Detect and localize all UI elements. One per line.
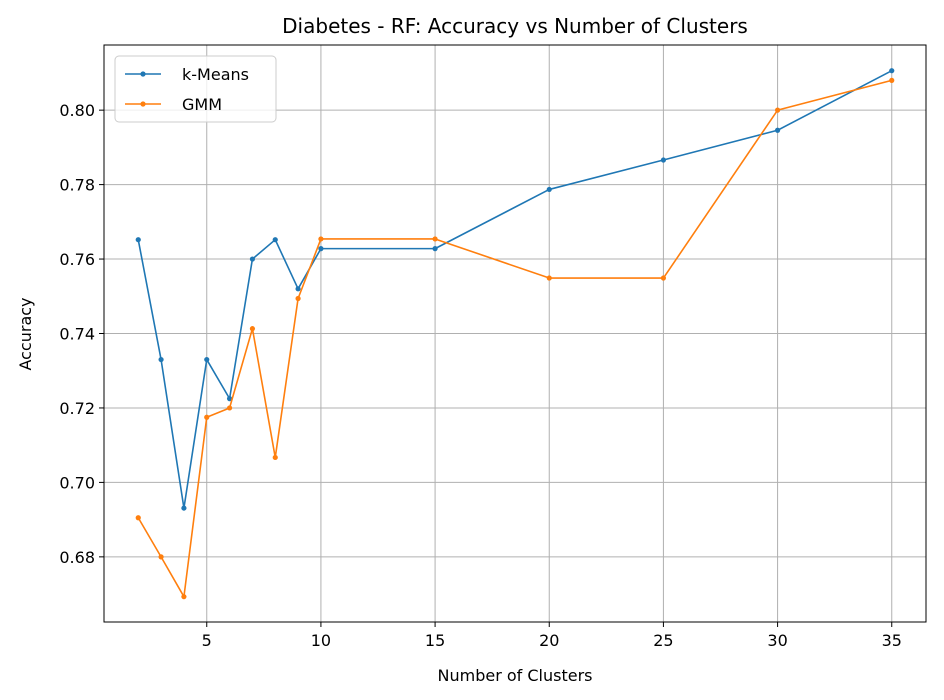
data-point-k-means bbox=[204, 356, 210, 363]
legend: k-Means GMM bbox=[114, 55, 277, 123]
grid-lines bbox=[104, 45, 926, 622]
legend-marker-k-means bbox=[140, 71, 146, 77]
data-point-k-means bbox=[135, 237, 141, 243]
data-point-k-means bbox=[318, 246, 324, 252]
y-tick-label: 0.72 bbox=[59, 399, 95, 418]
data-point-k-means bbox=[158, 356, 164, 363]
y-tick-label: 0.70 bbox=[59, 473, 95, 492]
data-point-k-means bbox=[774, 127, 781, 133]
data-point-gmm bbox=[889, 77, 895, 83]
x-tick-label: 35 bbox=[882, 631, 902, 650]
data-point-k-means bbox=[226, 396, 233, 402]
data-point-gmm bbox=[774, 107, 781, 113]
data-point-k-means bbox=[295, 286, 301, 292]
legend-label-k-means: k-Means bbox=[182, 65, 249, 84]
x-tick-label: 30 bbox=[767, 631, 787, 650]
y-tick-label: 0.74 bbox=[59, 325, 95, 344]
axis-ticks: 5 10 15 20 25 30 35 0.68 0.70 0.72 0.74 0.76 0.78 0.8… bbox=[59, 101, 902, 650]
data-point-gmm bbox=[181, 594, 187, 600]
data-point-gmm bbox=[204, 414, 210, 420]
data-point-k-means bbox=[432, 246, 438, 252]
data-point-gmm bbox=[158, 554, 164, 560]
data-point-k-means bbox=[546, 186, 552, 193]
series-layer bbox=[135, 68, 895, 600]
legend-marker-gmm bbox=[140, 101, 146, 107]
x-tick-label: 20 bbox=[539, 631, 559, 650]
data-point-gmm bbox=[546, 275, 552, 281]
data-point-k-means bbox=[181, 505, 187, 511]
x-tick-label: 10 bbox=[311, 631, 331, 650]
series-line-gmm bbox=[137, 79, 892, 598]
data-point-gmm bbox=[432, 236, 438, 242]
data-point-gmm bbox=[226, 405, 233, 411]
y-tick-label: 0.80 bbox=[59, 101, 95, 120]
data-point-gmm bbox=[660, 275, 667, 281]
x-tick-label: 15 bbox=[425, 631, 445, 650]
x-tick-label: 25 bbox=[653, 631, 673, 650]
y-tick-label: 0.78 bbox=[59, 176, 95, 195]
legend-box bbox=[114, 55, 277, 123]
data-point-gmm bbox=[135, 515, 141, 521]
data-point-gmm bbox=[249, 326, 256, 332]
data-point-k-means bbox=[249, 256, 256, 262]
y-tick-label: 0.76 bbox=[59, 250, 95, 269]
data-point-k-means bbox=[272, 237, 278, 243]
legend-label-gmm: GMM bbox=[182, 95, 222, 114]
series-line-k-means bbox=[137, 69, 893, 509]
x-tick-label: 5 bbox=[202, 631, 212, 650]
data-point-gmm bbox=[272, 454, 278, 461]
data-point-gmm bbox=[318, 236, 324, 242]
data-point-k-means bbox=[889, 68, 895, 74]
x-axis-label: Number of Clusters bbox=[438, 666, 593, 685]
chart-title: Diabetes - RF: Accuracy vs Number of Clu… bbox=[282, 14, 748, 38]
y-axis-label: Accuracy bbox=[16, 297, 35, 370]
data-point-k-means bbox=[660, 157, 667, 163]
y-tick-label: 0.68 bbox=[59, 548, 95, 567]
data-point-gmm bbox=[295, 295, 301, 302]
